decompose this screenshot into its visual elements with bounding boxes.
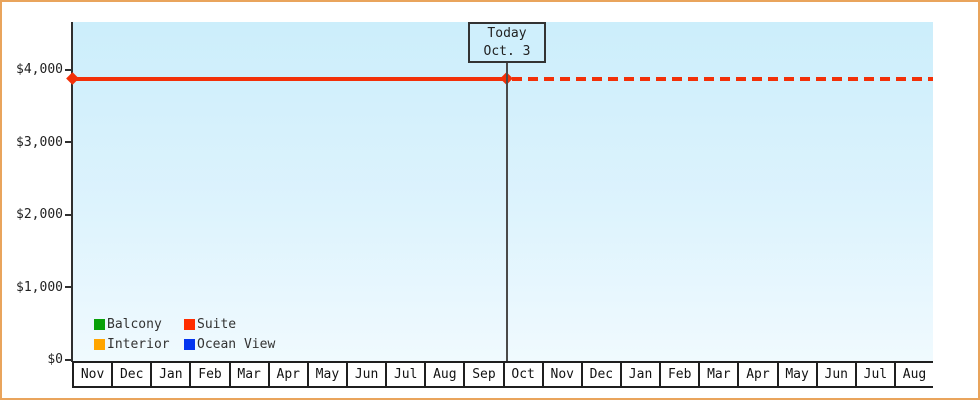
legend-item-ocean-view[interactable]: Ocean View: [184, 337, 275, 352]
suite-swatch-icon: [184, 318, 195, 330]
x-axis-month-cell: Jun: [815, 363, 855, 386]
legend-item-interior[interactable]: Interior: [94, 337, 184, 352]
x-axis-month-cell: Dec: [580, 363, 620, 386]
today-annotation-line1: Today: [487, 26, 527, 41]
x-axis-month-cell: Apr: [737, 363, 776, 386]
x-axis-month-cell: Jul: [385, 363, 424, 386]
legend-item-suite[interactable]: Suite: [184, 317, 236, 332]
y-axis-tick: [65, 359, 72, 361]
x-axis-month-cell: Aug: [424, 363, 463, 386]
today-vertical-line: [506, 62, 508, 361]
y-axis-label: $2,000: [16, 207, 63, 222]
ocean-view-swatch-icon: [184, 338, 195, 350]
legend-label: Suite: [197, 316, 237, 332]
y-axis-tick: [65, 69, 72, 71]
suite-price-line: [73, 76, 507, 81]
x-axis-month-cell: Jun: [345, 363, 385, 386]
y-axis-label: $4,000: [16, 62, 63, 77]
x-axis-month-cell: Jan: [150, 363, 189, 386]
x-axis-month-row: Nov Dec Jan Feb Mar Apr May Jun Jul Aug …: [72, 361, 933, 388]
balcony-swatch-icon: [94, 318, 105, 330]
x-axis-month-cell: Apr: [267, 363, 307, 386]
y-axis-label: $0: [47, 352, 63, 367]
y-axis-line: [71, 22, 73, 362]
legend-label: Ocean View: [197, 336, 276, 352]
legend: Balcony Suite Interior Ocean View: [94, 314, 275, 354]
x-axis-month-cell: Mar: [698, 363, 737, 386]
x-axis-month-cell: May: [306, 363, 346, 386]
y-axis-label: $3,000: [16, 135, 63, 150]
x-axis-month-cell: Jul: [854, 363, 894, 386]
suite-price-forecast-line: [512, 76, 933, 81]
x-axis-month-cell: Aug: [893, 363, 933, 386]
legend-label: Interior: [107, 336, 170, 352]
y-axis-tick: [65, 141, 72, 143]
x-axis-month-cell: Nov: [541, 363, 581, 386]
x-axis-month-cell: Nov: [72, 363, 111, 386]
y-axis-label: $1,000: [16, 280, 63, 295]
legend-label: Balcony: [107, 316, 162, 332]
x-axis-month-cell: Feb: [189, 363, 228, 386]
legend-item-balcony[interactable]: Balcony: [94, 317, 184, 332]
today-annotation-line2: Oct. 3: [483, 44, 531, 59]
plot-area: [73, 22, 933, 361]
x-axis-month-cell: Jan: [619, 363, 659, 386]
today-annotation-box: Today Oct. 3: [468, 22, 546, 63]
interior-swatch-icon: [94, 338, 105, 350]
x-axis-month-cell: May: [776, 363, 816, 386]
x-axis-month-cell: Oct: [502, 363, 542, 386]
y-axis-tick: [65, 214, 72, 216]
x-axis-month-cell: Sep: [463, 363, 502, 386]
x-axis-month-cell: Feb: [659, 363, 698, 386]
y-axis-tick: [65, 286, 72, 288]
x-axis-month-cell: Mar: [228, 363, 268, 386]
x-axis-month-cell: Dec: [111, 363, 150, 386]
